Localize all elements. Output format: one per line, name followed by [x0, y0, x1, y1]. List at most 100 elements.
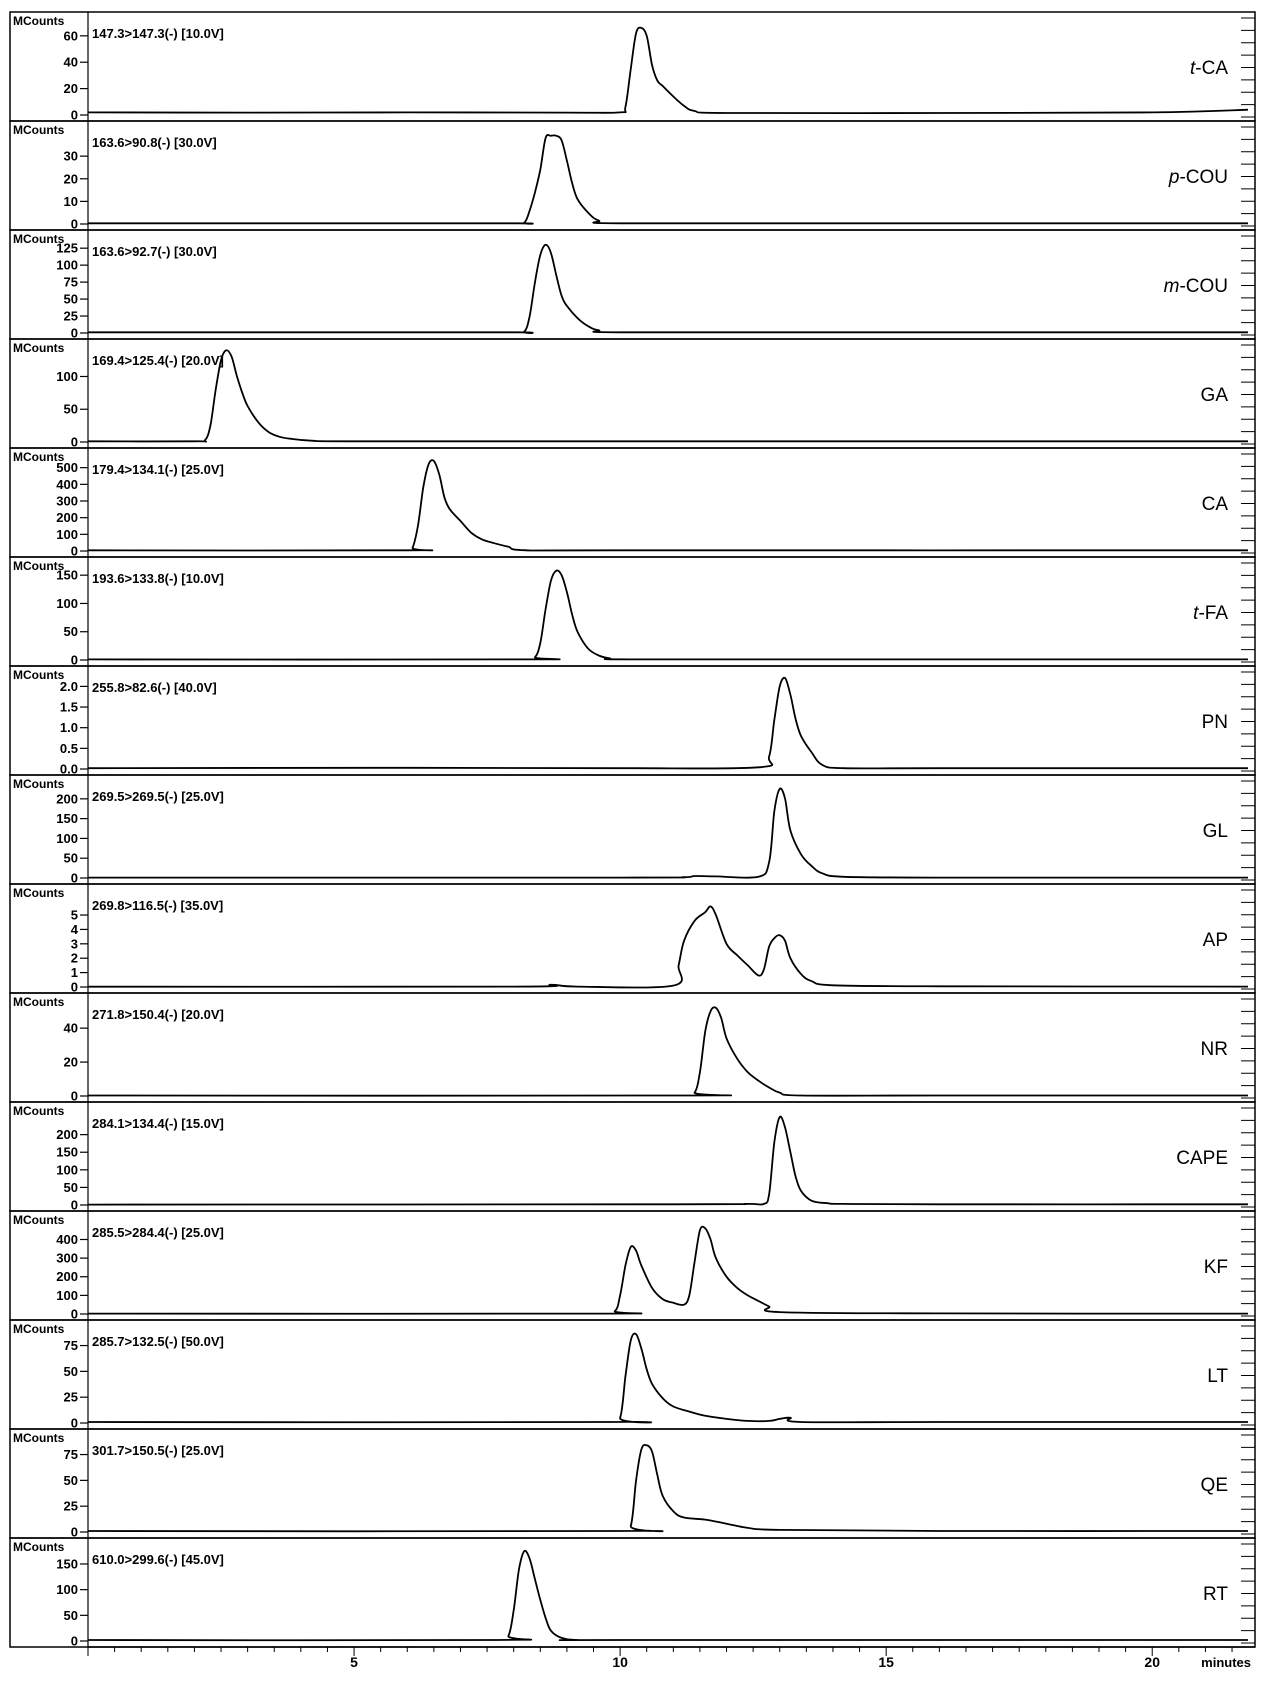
- y-tick-label: 0: [71, 544, 78, 559]
- transition-label: 163.6>92.7(-) [30.0V]: [92, 244, 217, 259]
- trace-line: [87, 134, 1248, 225]
- compound-name-prefix: t: [1193, 603, 1199, 624]
- y-tick-label: 2.0: [60, 679, 78, 694]
- panel-gl: MCounts 0 50 100 150 200 269.5>269.5(-) [25.0V…: [9, 774, 1256, 886]
- y-axis-label: MCounts: [13, 123, 65, 137]
- transition-label: 301.7>150.5(-) [25.0V]: [92, 1443, 224, 1458]
- transition-label: 269.8>116.5(-) [35.0V]: [92, 898, 223, 913]
- compound-name-suffix: GA: [1201, 385, 1229, 406]
- y-tick-label: 30: [64, 149, 78, 164]
- panel-lt: MCounts 0 25 50 75 285.7>132.5(-) [50.0V] LT: [9, 1319, 1256, 1431]
- y-tick-label: 100: [56, 527, 78, 542]
- y-tick-label: 0: [71, 1089, 78, 1104]
- trace-line: [87, 26, 1249, 115]
- compound-name: AP: [1203, 930, 1228, 951]
- y-tick-label: 100: [56, 1288, 78, 1303]
- trace-line: [87, 1332, 1248, 1424]
- y-tick-label: 0: [71, 217, 78, 232]
- compound-name-suffix: CAPE: [1176, 1148, 1228, 1169]
- panel-m-cou: MCounts 0 25 50 75 100 125 163.6>92.7(-) [30.0V…: [9, 229, 1256, 341]
- y-tick-label: 1.0: [60, 720, 78, 735]
- trace-line: [87, 1006, 1248, 1097]
- panel-t-fa: MCounts 0 50 100 150 193.6>133.8(-) [10.0V] t-…: [9, 556, 1256, 668]
- y-tick-label: 25: [64, 309, 78, 324]
- y-tick-label: 75: [64, 275, 78, 290]
- y-tick-label: 4: [71, 922, 79, 937]
- y-axis-label: MCounts: [13, 886, 65, 900]
- compound-name-suffix: QE: [1201, 1475, 1228, 1496]
- transition-label: 271.8>150.4(-) [20.0V]: [92, 1007, 224, 1022]
- compound-name-suffix: KF: [1204, 1257, 1228, 1278]
- compound-name-prefix: t: [1190, 58, 1196, 79]
- compound-name-suffix: CA: [1202, 494, 1229, 515]
- transition-label: 610.0>299.6(-) [45.0V]: [92, 1552, 224, 1567]
- y-tick-label: 100: [56, 1582, 78, 1597]
- compound-name-suffix: LT: [1207, 1366, 1228, 1387]
- y-tick-label: 200: [56, 510, 78, 525]
- trace-line: [87, 1549, 1248, 1642]
- y-axis-label: MCounts: [13, 1322, 65, 1336]
- y-tick-label: 10: [64, 194, 78, 209]
- y-tick-label: 20: [64, 171, 78, 186]
- compound-name-suffix: NR: [1201, 1039, 1228, 1060]
- trace-line: [87, 1115, 1249, 1206]
- y-tick-label: 0.5: [60, 741, 78, 756]
- x-tick-label: 15: [878, 1654, 894, 1670]
- trace-line: [87, 905, 1249, 989]
- compound-name-suffix: PN: [1202, 712, 1228, 733]
- y-tick-label: 50: [64, 402, 78, 417]
- y-axis-label: MCounts: [13, 232, 65, 246]
- trace-line: [87, 569, 1248, 661]
- compound-name: CA: [1202, 494, 1229, 515]
- trace-line: [87, 787, 1249, 879]
- y-tick-label: 0: [71, 326, 78, 341]
- transition-label: 147.3>147.3(-) [10.0V]: [92, 26, 224, 41]
- y-tick-label: 0: [71, 1634, 78, 1649]
- y-tick-label: 20: [64, 1055, 78, 1070]
- compound-name: t-FA: [1193, 603, 1228, 624]
- trace-line: [87, 676, 1248, 770]
- compound-name: QE: [1201, 1475, 1228, 1496]
- y-tick-label: 300: [56, 1251, 78, 1266]
- y-tick-label: 400: [56, 477, 78, 492]
- transition-label: 255.8>82.6(-) [40.0V]: [92, 680, 217, 695]
- y-tick-label: 100: [56, 369, 78, 384]
- y-tick-label: 1.5: [60, 700, 78, 715]
- y-tick-label: 50: [64, 1364, 78, 1379]
- compound-name: p-COU: [1168, 167, 1228, 188]
- y-tick-label: 20: [64, 81, 78, 96]
- y-tick-label: 50: [64, 1608, 78, 1623]
- y-axis-label: MCounts: [13, 14, 65, 28]
- y-axis-label: MCounts: [13, 1540, 65, 1554]
- y-tick-label: 50: [64, 1180, 78, 1195]
- compound-name-prefix: p: [1168, 167, 1180, 188]
- y-tick-label: 2: [71, 951, 78, 966]
- y-tick-label: 1: [71, 965, 78, 980]
- compound-name-suffix: -COU: [1179, 167, 1228, 188]
- y-tick-label: 0.0: [60, 762, 78, 777]
- y-tick-label: 40: [64, 1021, 78, 1036]
- y-axis-label: MCounts: [13, 341, 65, 355]
- compound-name-suffix: -FA: [1198, 603, 1228, 624]
- x-axis: 5 10 15 20 minutes: [87, 1646, 1255, 1670]
- y-tick-label: 300: [56, 494, 78, 509]
- y-axis-label: MCounts: [13, 450, 65, 464]
- y-tick-label: 0: [71, 980, 78, 995]
- y-tick-label: 200: [56, 1127, 78, 1142]
- panel-qe: MCounts 0 25 50 75 301.7>150.5(-) [25.0V] QE: [9, 1428, 1256, 1540]
- x-tick-label: 5: [350, 1654, 358, 1670]
- compound-name: CAPE: [1176, 1148, 1228, 1169]
- y-tick-label: 500: [56, 460, 78, 475]
- y-axis-label: MCounts: [13, 1431, 65, 1445]
- compound-name: t-CA: [1190, 58, 1228, 79]
- y-tick-label: 150: [56, 811, 78, 826]
- y-tick-label: 0: [71, 108, 78, 123]
- transition-label: 285.5>284.4(-) [25.0V]: [92, 1225, 224, 1240]
- trace-line: [87, 459, 1249, 552]
- panel-t-ca: MCounts 0 20 40 60 147.3>147.3(-) [10.0V] t-CA: [9, 11, 1256, 123]
- y-tick-label: 50: [64, 292, 78, 307]
- y-tick-label: 60: [64, 28, 78, 43]
